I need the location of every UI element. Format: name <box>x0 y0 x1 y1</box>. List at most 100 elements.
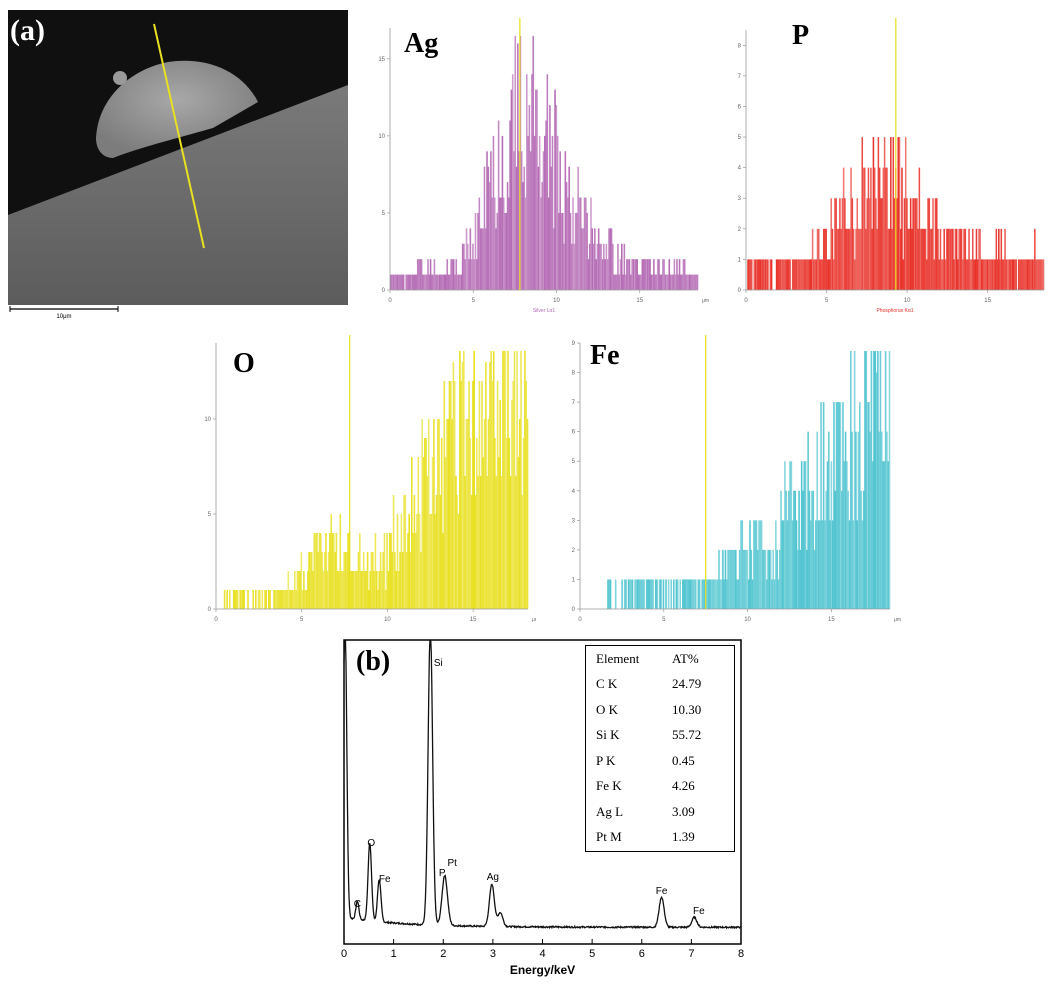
histogram-bar <box>983 259 985 290</box>
histogram-bar <box>622 274 624 290</box>
histogram-bar <box>824 228 826 290</box>
histogram-bar <box>329 533 331 609</box>
histogram-bar <box>640 579 643 609</box>
histogram-bar <box>886 167 888 290</box>
histogram-bar <box>515 476 517 609</box>
histogram-bar <box>879 350 882 609</box>
histogram-bar <box>813 549 816 609</box>
histogram-bar <box>862 167 865 290</box>
histogram-bar <box>476 438 478 609</box>
histogram-bar <box>396 274 398 290</box>
histogram-bar <box>856 198 859 290</box>
histogram-bar <box>481 381 483 609</box>
histogram-bar <box>307 571 309 609</box>
histogram-bar <box>791 520 794 609</box>
histogram-bar <box>864 350 866 609</box>
histogram-bar <box>412 533 414 609</box>
sem-particle-bump <box>113 71 127 85</box>
histogram-bar <box>656 259 659 290</box>
histogram-bar <box>597 228 600 290</box>
histogram-bar <box>959 228 962 290</box>
histogram-bar <box>374 533 377 609</box>
histogram-bar <box>291 590 293 609</box>
peak-label: Ag <box>487 872 499 883</box>
histogram-bar <box>687 579 689 609</box>
x-tick-label: 15 <box>636 298 643 304</box>
histogram-bar <box>457 514 460 609</box>
table-cell-value: 55.72 <box>672 727 702 743</box>
histogram-bar <box>437 274 440 290</box>
histogram-bar <box>835 402 838 609</box>
histogram-bar <box>392 495 395 609</box>
histogram-bar <box>675 579 678 609</box>
histogram-bar <box>544 135 546 290</box>
y-tick-label: 5 <box>738 135 742 141</box>
histogram-bar <box>352 571 355 609</box>
histogram-bar <box>834 490 837 609</box>
histogram-bar <box>735 549 737 609</box>
histogram-bar <box>952 228 954 290</box>
histogram-bar <box>243 590 245 609</box>
histogram-bar <box>707 579 710 609</box>
y-tick-label: 3 <box>738 196 742 202</box>
histogram-bar <box>993 259 995 290</box>
histogram-bar <box>813 259 815 290</box>
histogram-bar <box>903 198 906 290</box>
histogram-bar <box>522 438 525 609</box>
histogram-bar <box>638 274 641 290</box>
histogram-bar <box>875 198 877 290</box>
histogram-bar <box>843 461 846 609</box>
histogram-bar <box>753 520 755 609</box>
histogram-bar <box>627 579 630 609</box>
histogram-bar <box>909 198 912 290</box>
histogram-bar <box>749 520 751 609</box>
histogram-bar <box>908 228 911 290</box>
histogram-bar <box>588 243 591 290</box>
y-tick-label: 0 <box>738 288 742 294</box>
histogram-bar <box>969 259 972 290</box>
histogram-bar <box>473 259 475 290</box>
histogram-bar <box>764 259 767 290</box>
histogram-bar <box>326 571 329 609</box>
histogram-bar <box>832 259 835 290</box>
histogram-bar <box>1034 228 1036 290</box>
histogram-bar <box>559 151 561 290</box>
histogram-bar <box>943 228 945 290</box>
histogram-bar <box>369 571 371 609</box>
y-tick-label: 7 <box>572 400 576 406</box>
histogram-bar <box>822 402 825 609</box>
histogram-bar <box>724 549 727 609</box>
histogram-bar <box>744 549 746 609</box>
histogram-bar <box>247 590 249 609</box>
x-tick-label: 15 <box>470 617 477 623</box>
histogram-bar <box>949 228 952 290</box>
histogram-bar <box>884 350 887 609</box>
histogram-bar <box>877 137 880 290</box>
histogram-bar <box>840 490 843 609</box>
histogram-bar <box>742 549 745 609</box>
histogram-bar <box>844 198 846 290</box>
histogram-bar <box>610 228 613 290</box>
histogram-bar <box>928 198 931 290</box>
histogram-bars <box>747 137 1045 290</box>
histogram-bar <box>919 228 922 290</box>
histogram-bar <box>685 579 688 609</box>
histogram-bar <box>505 438 508 609</box>
histogram-bar <box>523 166 526 290</box>
histogram-bar <box>770 259 773 290</box>
histogram-bar <box>424 274 427 290</box>
histogram-bar <box>459 350 461 609</box>
histogram-bar <box>525 381 527 609</box>
histogram-bar <box>794 259 796 290</box>
histogram-bar <box>1006 259 1009 290</box>
histogram-bar <box>490 151 492 290</box>
histogram-bar <box>1037 259 1040 290</box>
histogram-bar <box>486 151 488 290</box>
histogram-bar <box>502 197 505 290</box>
histogram-bar <box>446 259 449 290</box>
histogram-bar <box>837 228 840 290</box>
histogram-bar <box>556 135 559 290</box>
histogram-bar <box>505 212 508 290</box>
histogram-bar <box>459 274 461 290</box>
histogram-bar <box>720 579 723 609</box>
